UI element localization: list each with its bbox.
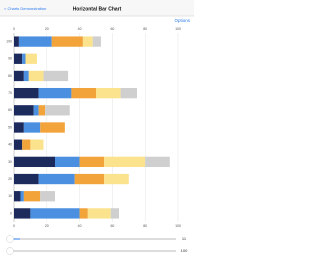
y-tick-label: 70 [8, 91, 12, 95]
bar-segment [71, 87, 96, 99]
y-tick-label: 80 [8, 74, 12, 78]
bar-segment [30, 139, 44, 150]
bar-segment [14, 173, 39, 185]
y-tick-label: 30 [8, 160, 12, 164]
bar-segment [38, 87, 72, 99]
bar-segment [79, 208, 88, 219]
bar-segment [40, 122, 65, 133]
bar-segment [79, 156, 105, 168]
chart: 0020204040606080801001001009080706050403… [6, 27, 181, 228]
slider-thumb[interactable] [6, 235, 14, 243]
bar-segment [45, 105, 70, 116]
options-button[interactable]: Options [174, 18, 190, 23]
bar-segment [14, 191, 21, 202]
y-tick-label: 60 [8, 108, 12, 112]
y-tick-label: 10 [8, 194, 12, 198]
bar-segment [87, 208, 111, 219]
x-tick-label: 40 [78, 27, 82, 31]
bar-segment [74, 173, 105, 185]
bar-segment [14, 36, 19, 47]
bar-segment [14, 53, 23, 64]
x-tick-label: 60 [110, 27, 114, 31]
bar-segment [28, 70, 44, 82]
back-button[interactable]: < Charts Demonstration [4, 6, 46, 11]
bar-segment [23, 191, 41, 202]
bar-segment [110, 208, 119, 219]
bar-segment [33, 105, 39, 116]
y-tick-label: 40 [8, 143, 12, 147]
x-tick-label: 60 [110, 224, 114, 228]
bar-segment [14, 70, 24, 82]
x-tick-label: 0 [13, 27, 15, 31]
slider-thumb[interactable] [6, 247, 14, 255]
bar-segment [18, 36, 52, 47]
x-tick-label: 100 [175, 224, 181, 228]
bar-segment [22, 53, 26, 64]
x-tick-label: 20 [45, 27, 49, 31]
bar-segment [38, 173, 75, 185]
page: < Charts Demonstration Horizontal Bar Ch… [0, 0, 194, 255]
bar-segment [92, 36, 101, 47]
bar-segment [40, 191, 55, 202]
bar-segment [120, 87, 137, 99]
x-tick-label: 80 [143, 27, 147, 31]
screen: < Charts Demonstration Horizontal Bar Ch… [0, 0, 194, 255]
bar-segment [20, 191, 24, 202]
bar-segment [23, 70, 29, 82]
bar-segment [82, 36, 93, 47]
bar-segment [96, 87, 121, 99]
bar-segment [14, 156, 55, 168]
y-tick-label: 0 [10, 211, 12, 215]
bar-segment [14, 139, 23, 150]
bar-segment [22, 139, 31, 150]
y-tick-label: 20 [8, 177, 12, 181]
bar-segment [38, 105, 46, 116]
bar-segment [14, 87, 39, 99]
bar-segment [14, 122, 24, 133]
slider-value: 11 [182, 236, 187, 241]
bar-segment [14, 208, 31, 219]
bar-segment [145, 156, 170, 168]
x-tick-label: 0 [13, 224, 15, 228]
bar-segment [14, 105, 34, 116]
y-tick-label: 100 [6, 40, 12, 44]
bar-segment [51, 36, 83, 47]
x-tick-label: 100 [175, 27, 181, 31]
bar-segment [55, 156, 80, 168]
y-tick-label: 50 [8, 125, 12, 129]
bar-segment [30, 208, 80, 219]
bar-segment [43, 70, 69, 82]
bar-segment [104, 173, 129, 185]
slider-value: 100 [181, 248, 188, 253]
y-tick-label: 90 [8, 57, 12, 61]
nav-bar [0, 0, 194, 16]
nav-title: Horizontal Bar Chart [73, 6, 122, 12]
bar-segment [25, 53, 37, 64]
bar-segment [23, 122, 41, 133]
x-tick-label: 40 [78, 224, 82, 228]
x-tick-label: 20 [45, 224, 49, 228]
bar-segment [104, 156, 146, 168]
x-tick-label: 80 [143, 224, 147, 228]
